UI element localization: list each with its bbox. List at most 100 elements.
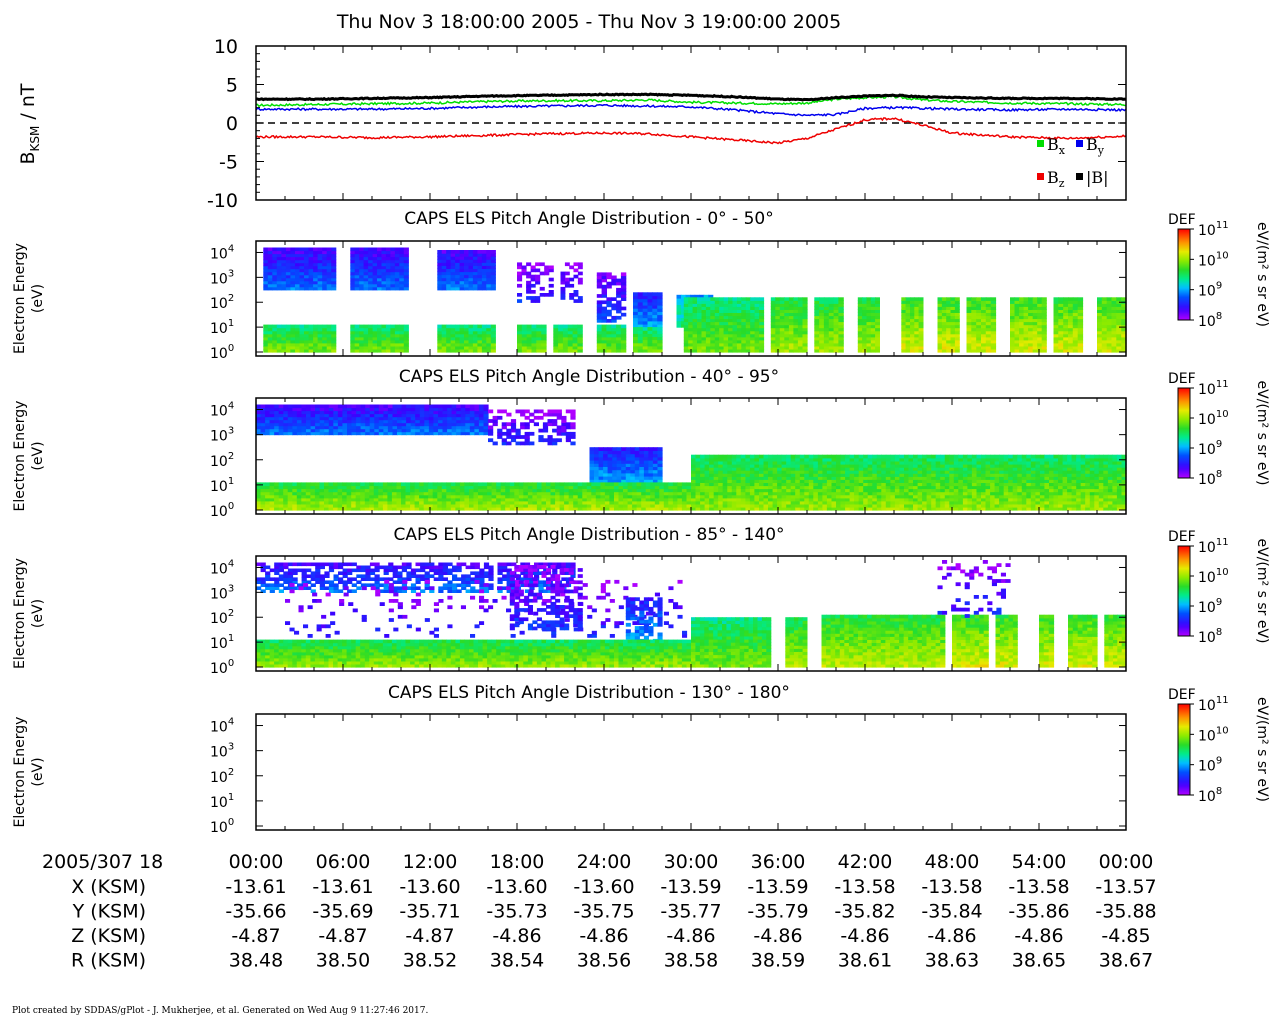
spectrogram-cell — [285, 333, 291, 338]
spectrogram-cell — [441, 488, 447, 493]
spectrogram-cell — [269, 500, 275, 505]
spectrogram-cell — [728, 333, 734, 338]
spectrogram-cell — [914, 342, 920, 347]
spectrogram-cell — [399, 247, 405, 252]
spectrogram-cell — [387, 422, 393, 427]
spectrogram-cell — [394, 274, 400, 279]
spectrogram-cell — [529, 441, 535, 446]
spectrogram-cell — [564, 503, 570, 508]
spectrogram-cell — [363, 256, 369, 261]
spectrogram-cell — [455, 327, 461, 332]
spectrogram-cell — [754, 309, 760, 313]
spectrogram-cell — [718, 473, 724, 477]
spectrogram-cell — [632, 503, 638, 508]
spectrogram-cell — [403, 349, 409, 353]
spectrogram-cell — [477, 250, 483, 254]
spectrogram-cell — [652, 330, 658, 334]
spectrogram-cell — [394, 280, 400, 285]
spectrogram-cell — [784, 312, 790, 317]
spectrogram-cell — [567, 336, 574, 341]
spectrogram-cell — [299, 333, 305, 338]
plot-title: Thu Nov 3 18:00:00 2005 - Thu Nov 3 19:0… — [336, 11, 841, 33]
spectrogram-cell — [469, 500, 475, 505]
spectrogram-cell — [424, 416, 430, 421]
spectrogram-cell — [372, 349, 378, 353]
spectrogram-cell — [306, 428, 312, 433]
spectrogram-cell — [741, 327, 747, 332]
spectrogram-cell — [509, 500, 515, 505]
spectrogram-cell — [278, 482, 284, 487]
spectrogram-cell — [469, 485, 475, 490]
spectrogram-cell — [310, 506, 316, 511]
spectrogram-cell — [990, 312, 997, 317]
spectrogram-cell — [604, 482, 610, 487]
spectrogram-cell — [570, 409, 576, 414]
spectrogram-cell — [650, 485, 656, 490]
spectrogram-cell — [304, 345, 310, 350]
spectrogram-cell — [518, 506, 524, 511]
spectrogram-cell — [350, 283, 356, 288]
spectrogram-cell — [657, 327, 663, 331]
spectrogram-cell — [833, 321, 839, 326]
spectrogram-cell — [971, 349, 977, 353]
spectrogram-cell — [657, 317, 663, 322]
spectrogram-cell — [643, 447, 649, 451]
spectrogram-cell — [620, 324, 627, 329]
spectrogram-cell — [377, 265, 383, 270]
spectrogram-cell — [573, 293, 579, 297]
spectrogram-cell — [468, 336, 474, 341]
spectrogram-cell — [390, 268, 396, 273]
spectrogram-cell — [676, 304, 682, 309]
spectrogram-cell — [709, 473, 715, 477]
spectrogram-cell — [740, 482, 746, 487]
spectrogram-cell — [650, 503, 656, 508]
spectrogram-cell — [547, 409, 553, 414]
spectrogram-cell — [333, 482, 339, 487]
spectrogram-cell — [295, 259, 301, 264]
spectrogram-cell — [676, 307, 682, 312]
spectrogram-cell — [565, 435, 571, 439]
spectrogram-cell — [265, 503, 271, 508]
spectrogram-cell — [292, 431, 298, 436]
spectrogram-cell — [415, 431, 421, 436]
spectrogram-cell — [582, 494, 588, 499]
spectrogram-cell — [285, 256, 291, 261]
spectrogram-cell — [456, 410, 462, 415]
spectrogram-cell — [351, 497, 357, 502]
spectrogram-cell — [292, 491, 298, 496]
spectrogram-cell — [263, 271, 269, 276]
spectrogram-cell — [385, 345, 391, 350]
spectrogram-cell — [823, 297, 830, 301]
spectrogram-cell — [1077, 327, 1084, 332]
spectrogram-cell — [299, 268, 305, 273]
spectrogram-cell — [705, 349, 711, 353]
spectrogram-cell — [754, 454, 760, 459]
spectrogram-cell — [473, 506, 479, 511]
spectrogram-cell — [369, 407, 375, 412]
spectrogram-cell — [663, 506, 669, 511]
spectrogram-cell — [672, 494, 678, 499]
spectrogram-cell — [283, 416, 289, 421]
spectrogram-cell — [396, 503, 402, 508]
spectrogram-cell — [607, 466, 613, 471]
spectrogram-cell — [314, 506, 320, 511]
spectrogram-cell — [701, 309, 707, 313]
spectrogram-cell — [314, 482, 320, 487]
spectrogram-cell — [770, 300, 776, 304]
spectrogram-cell — [650, 488, 656, 493]
spectrogram-cell — [976, 300, 982, 304]
spectrogram-cell — [256, 419, 262, 424]
spectrogram-cell — [459, 274, 465, 279]
spectrogram-cell — [514, 500, 520, 505]
spectrogram-cell — [719, 303, 725, 307]
spectrogram-cell — [750, 333, 756, 338]
spectrogram-cell — [740, 464, 746, 468]
spectrogram-cell — [283, 404, 289, 409]
spectrogram-cell — [392, 413, 398, 418]
spectrogram-cell — [941, 303, 947, 307]
spectrogram-cell — [539, 293, 545, 297]
spectrogram-cell — [310, 416, 316, 421]
spectrogram-cell — [464, 283, 470, 288]
spectrogram-cell — [481, 265, 487, 269]
spectrogram-cell — [524, 438, 530, 443]
